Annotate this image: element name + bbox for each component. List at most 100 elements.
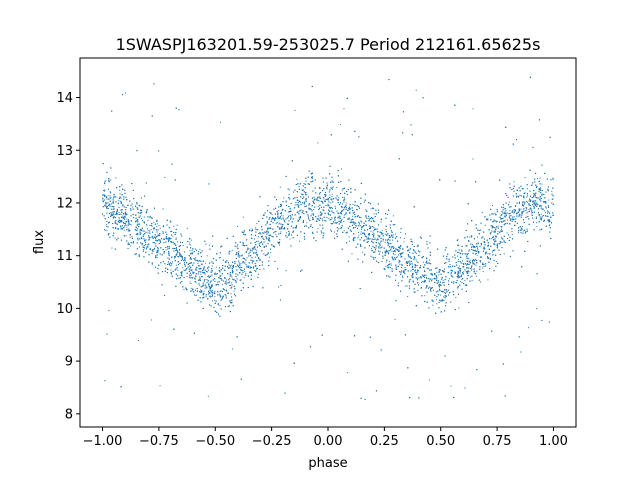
data-point	[203, 291, 205, 293]
data-point	[259, 245, 261, 247]
data-point	[150, 224, 152, 226]
data-point	[294, 109, 296, 111]
data-point	[177, 256, 179, 258]
data-point	[494, 212, 496, 214]
data-point	[338, 215, 340, 217]
data-point	[257, 236, 259, 238]
data-point	[282, 215, 284, 217]
data-point	[415, 89, 417, 91]
data-point	[370, 208, 372, 210]
data-point	[257, 273, 259, 275]
data-point	[244, 270, 246, 272]
data-point	[246, 257, 248, 259]
data-point	[501, 217, 503, 219]
data-point	[137, 220, 139, 222]
data-point	[332, 188, 334, 190]
data-point	[231, 284, 233, 286]
data-point	[188, 277, 190, 279]
data-point	[156, 223, 158, 225]
data-point	[182, 267, 184, 269]
data-point	[331, 198, 333, 200]
data-point	[195, 257, 197, 259]
data-point	[348, 236, 350, 238]
data-point	[323, 220, 325, 222]
data-point	[416, 279, 418, 281]
data-point	[487, 279, 489, 281]
data-point	[469, 259, 471, 261]
data-point	[129, 208, 131, 210]
data-point	[256, 222, 258, 224]
data-point	[225, 279, 227, 281]
data-point	[313, 209, 315, 211]
data-point	[237, 254, 239, 256]
data-point	[104, 190, 106, 192]
data-point	[423, 269, 425, 271]
data-point	[530, 184, 532, 186]
data-point	[472, 268, 474, 270]
data-point	[303, 182, 305, 184]
data-point	[141, 244, 143, 246]
chart-title: 1SWASPJ163201.59-253025.7 Period 212161.…	[116, 35, 541, 54]
data-point	[133, 217, 135, 219]
data-point	[176, 252, 178, 254]
data-point	[372, 238, 374, 240]
data-point	[177, 241, 179, 243]
data-point	[307, 213, 309, 215]
data-point	[458, 307, 460, 309]
data-point	[142, 250, 144, 252]
data-point	[372, 231, 374, 233]
data-point	[446, 291, 448, 293]
data-point	[516, 195, 518, 197]
data-point	[188, 243, 190, 245]
data-point	[450, 385, 452, 387]
data-point	[126, 226, 128, 228]
data-point	[202, 293, 204, 295]
data-point	[402, 277, 404, 279]
data-point	[463, 271, 465, 273]
data-point	[357, 209, 359, 211]
data-point	[532, 200, 534, 202]
data-point	[428, 379, 430, 381]
data-point	[281, 214, 283, 216]
data-point	[255, 227, 257, 229]
data-point	[440, 294, 442, 296]
data-point	[233, 290, 235, 292]
data-point	[367, 236, 369, 238]
data-point	[526, 196, 528, 198]
data-point	[548, 199, 550, 201]
data-point	[385, 265, 387, 267]
data-point	[391, 250, 393, 252]
data-point	[336, 186, 338, 188]
data-point	[269, 256, 271, 258]
data-point	[125, 216, 127, 218]
data-point	[498, 225, 500, 227]
data-point	[228, 251, 230, 253]
data-point	[163, 225, 165, 227]
data-point	[467, 270, 469, 272]
data-point	[183, 269, 185, 271]
data-point	[390, 264, 392, 266]
data-point	[272, 232, 274, 234]
data-point	[507, 219, 509, 221]
data-point	[169, 220, 171, 222]
data-point	[472, 108, 474, 110]
data-point	[403, 241, 405, 243]
data-point	[278, 222, 280, 224]
data-point	[271, 214, 273, 216]
data-point	[373, 213, 375, 215]
data-point	[500, 215, 502, 217]
data-point	[422, 261, 424, 263]
data-point	[287, 211, 289, 213]
data-point	[527, 201, 528, 203]
data-point	[303, 202, 305, 204]
data-point	[173, 225, 175, 227]
data-point	[255, 256, 257, 258]
data-point	[468, 250, 470, 252]
data-point	[360, 225, 362, 227]
data-point	[422, 281, 424, 283]
data-point	[149, 215, 151, 217]
data-point	[505, 210, 507, 212]
data-point	[424, 279, 426, 281]
data-point	[503, 208, 505, 210]
data-point	[392, 224, 394, 226]
